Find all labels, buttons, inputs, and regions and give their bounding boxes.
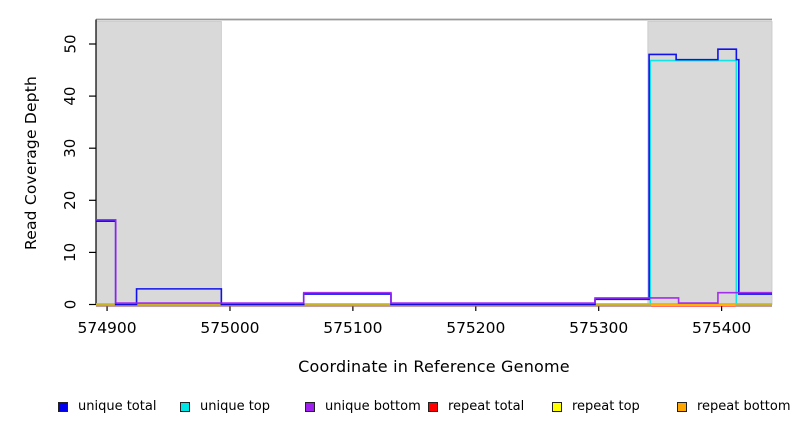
series-line-unique-top bbox=[96, 59, 772, 307]
y-tick-label: 10 bbox=[61, 243, 79, 262]
y-axis-title: Read Coverage Depth bbox=[22, 75, 40, 251]
masked-region-1 bbox=[647, 21, 773, 305]
x-tick-label: 575400 bbox=[692, 319, 751, 337]
x-tick-label: 575200 bbox=[446, 319, 505, 337]
masked-region-0 bbox=[95, 21, 222, 305]
x-axis-title: Coordinate in Reference Genome bbox=[298, 357, 570, 376]
x-tick-label: 575300 bbox=[569, 319, 628, 337]
x-tick-label: 575000 bbox=[200, 319, 259, 337]
y-tick-label: 30 bbox=[61, 139, 79, 158]
y-tick-label: 40 bbox=[61, 87, 79, 106]
y-tick-label: 20 bbox=[61, 191, 79, 210]
x-tick-label: 575100 bbox=[323, 319, 382, 337]
y-tick-label: 50 bbox=[61, 34, 79, 53]
series-line-unique-bottom bbox=[96, 218, 772, 304]
x-tick-label: 574900 bbox=[77, 319, 136, 337]
y-tick-label: 0 bbox=[61, 300, 79, 310]
